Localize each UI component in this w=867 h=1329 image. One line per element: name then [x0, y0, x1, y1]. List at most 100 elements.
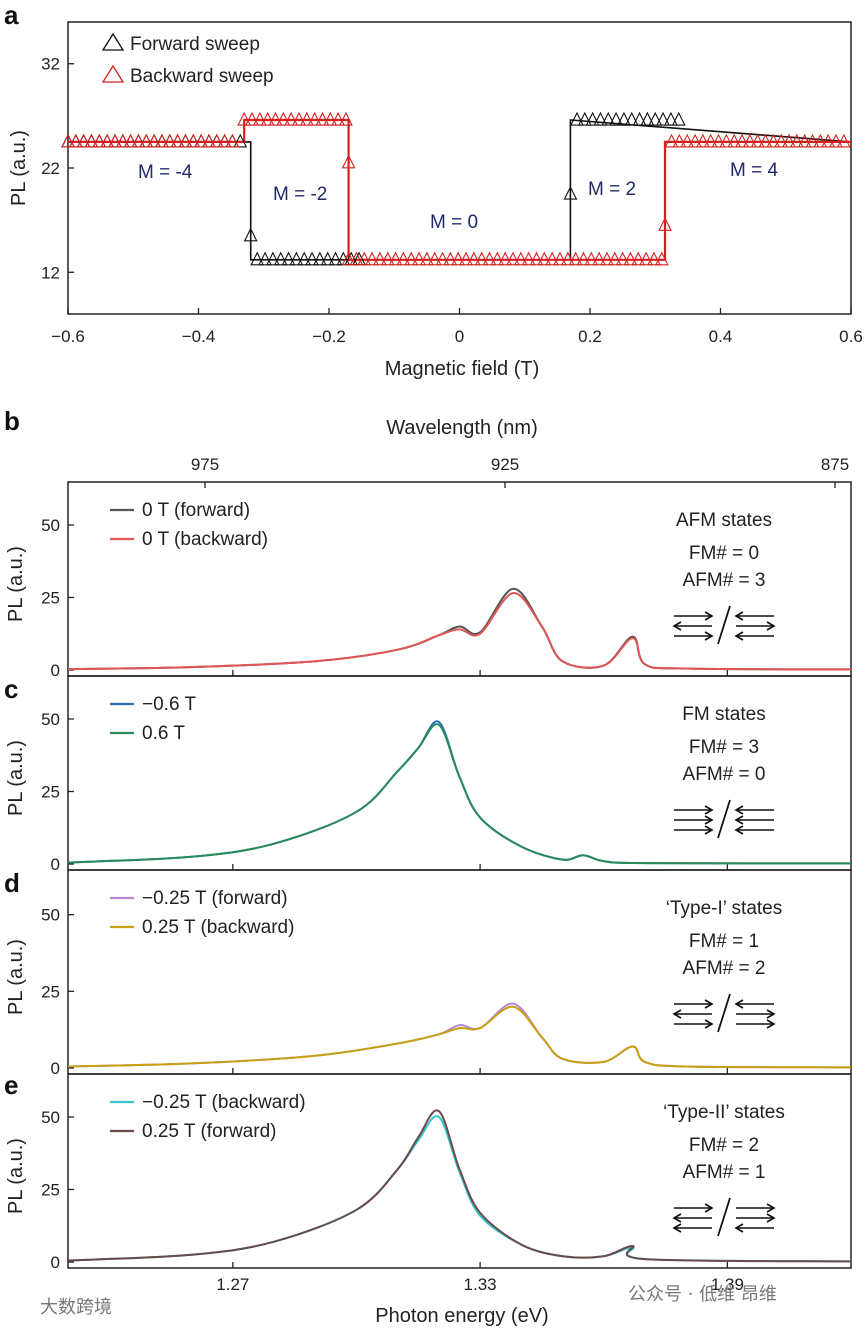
marker-backward	[631, 251, 646, 266]
y-tick-label-a: 32	[41, 55, 60, 74]
marker-backward	[427, 251, 442, 266]
marker-backward	[341, 154, 356, 169]
spectrum-line	[67, 592, 852, 671]
slash-divider	[717, 799, 731, 839]
marker-forward	[305, 251, 319, 266]
series-line-backward	[68, 118, 851, 261]
panel-a: a 12 22 32 −0.6 −0.4 −0.2 0 0.2 0.4 0.6 Magnetic…	[4, 0, 863, 380]
marker-backward	[459, 251, 473, 266]
spin-arrows-icon	[672, 993, 776, 1033]
marker-backward	[829, 133, 843, 148]
marker-backward	[123, 133, 138, 148]
arrow-head	[672, 621, 682, 631]
marker-forward	[328, 251, 343, 266]
marker-backward	[217, 133, 232, 148]
marker-backward	[584, 251, 599, 266]
y-tick-label: 25	[41, 783, 60, 802]
x-axis-title-a: Magnetic field (T)	[385, 358, 540, 380]
marker-backward	[750, 133, 765, 148]
marker-backward	[365, 251, 379, 266]
legend-label: 0.6 T	[142, 723, 185, 744]
marker-forward	[243, 227, 258, 242]
y-tick-label: 50	[41, 1108, 60, 1127]
y-tick-label-a: 22	[41, 159, 60, 178]
spectra-panels: 0 25 50 PL (a.u.) 0 T (forward) 0 T (backward…	[4, 481, 852, 1294]
marker-forward	[250, 251, 265, 266]
top-axis-title: Wavelength (nm)	[386, 417, 538, 439]
marker-backward	[672, 133, 687, 148]
legend-a: Forward sweep Backward sweep	[101, 32, 274, 87]
arrow-head	[766, 1009, 776, 1019]
marker-forward	[320, 251, 335, 266]
marker-backward	[299, 111, 314, 126]
panel-letter: d	[4, 868, 20, 898]
marker-backward	[498, 251, 513, 266]
watermark-left: 大数跨境	[40, 1297, 112, 1318]
marker-forward	[297, 251, 312, 266]
panel-letter: c	[4, 674, 18, 704]
x-tick-label-a: 0.6	[839, 327, 863, 346]
marker-backward	[373, 251, 387, 266]
marker-backward	[545, 251, 560, 266]
legend-label: −0.25 T (backward)	[142, 1092, 306, 1113]
markers-a	[61, 111, 851, 266]
legend-marker-backward	[101, 64, 125, 83]
x-tick-label: 1.39	[711, 1275, 744, 1294]
marker-backward	[600, 251, 614, 266]
marker-backward	[202, 133, 216, 148]
y-tick-label: 50	[41, 906, 60, 925]
top-axis-ticks: 975 925 875	[191, 455, 849, 474]
y-tick-label: 25	[41, 982, 60, 1001]
y-tick-label: 0	[51, 1253, 60, 1272]
slash-divider	[717, 605, 731, 645]
marker-forward	[281, 251, 296, 266]
marker-forward	[656, 111, 670, 126]
afm-count: AFM# = 1	[683, 1162, 766, 1183]
arrow-head	[766, 621, 776, 631]
marker-backward	[315, 111, 330, 126]
marker-forward	[312, 251, 327, 266]
y-tick-label: 50	[41, 710, 60, 729]
marker-backward	[115, 133, 130, 148]
marker-backward	[131, 133, 146, 148]
marker-backward	[237, 111, 252, 126]
fm-count: FM# = 2	[689, 1135, 759, 1156]
marker-backward	[521, 251, 536, 266]
m-label-2: M = 2	[588, 179, 636, 200]
y-axis-title-a: PL (a.u.)	[8, 130, 30, 206]
marker-backward	[719, 133, 734, 148]
marker-backward	[615, 251, 630, 266]
marker-backward	[404, 251, 419, 266]
marker-forward	[640, 111, 655, 126]
fm-count: FM# = 1	[689, 931, 759, 952]
marker-backward	[711, 133, 726, 148]
marker-backward	[147, 133, 162, 148]
marker-backward	[742, 133, 757, 148]
state-label: ‘Type-I’ states	[666, 898, 783, 919]
marker-backward	[100, 133, 115, 148]
marker-backward	[170, 133, 185, 148]
marker-forward	[570, 111, 584, 126]
m-label-minus4: M = -4	[138, 162, 193, 183]
marker-backward	[560, 251, 575, 266]
y-axis-title: PL (a.u.)	[5, 740, 27, 816]
marker-forward	[577, 111, 592, 126]
marker-backward	[260, 111, 275, 126]
legend-label: 0 T (backward)	[142, 529, 268, 550]
marker-backward	[664, 133, 679, 148]
arrow-head	[672, 1223, 682, 1233]
y-tick-label: 0	[51, 661, 60, 680]
marker-backward	[474, 251, 489, 266]
marker-forward	[233, 133, 248, 148]
fm-count: FM# = 3	[689, 737, 759, 758]
marker-backward	[576, 251, 591, 266]
top-tick-label: 925	[491, 455, 519, 474]
marker-backward	[68, 133, 83, 148]
marker-backward	[766, 133, 781, 148]
marker-forward	[609, 111, 623, 126]
x-ticks-a: −0.6 −0.4 −0.2 0 0.2 0.4 0.6	[51, 308, 863, 346]
spin-arrows-icon	[672, 1197, 776, 1237]
marker-forward	[648, 111, 663, 126]
marker-backward	[276, 111, 291, 126]
